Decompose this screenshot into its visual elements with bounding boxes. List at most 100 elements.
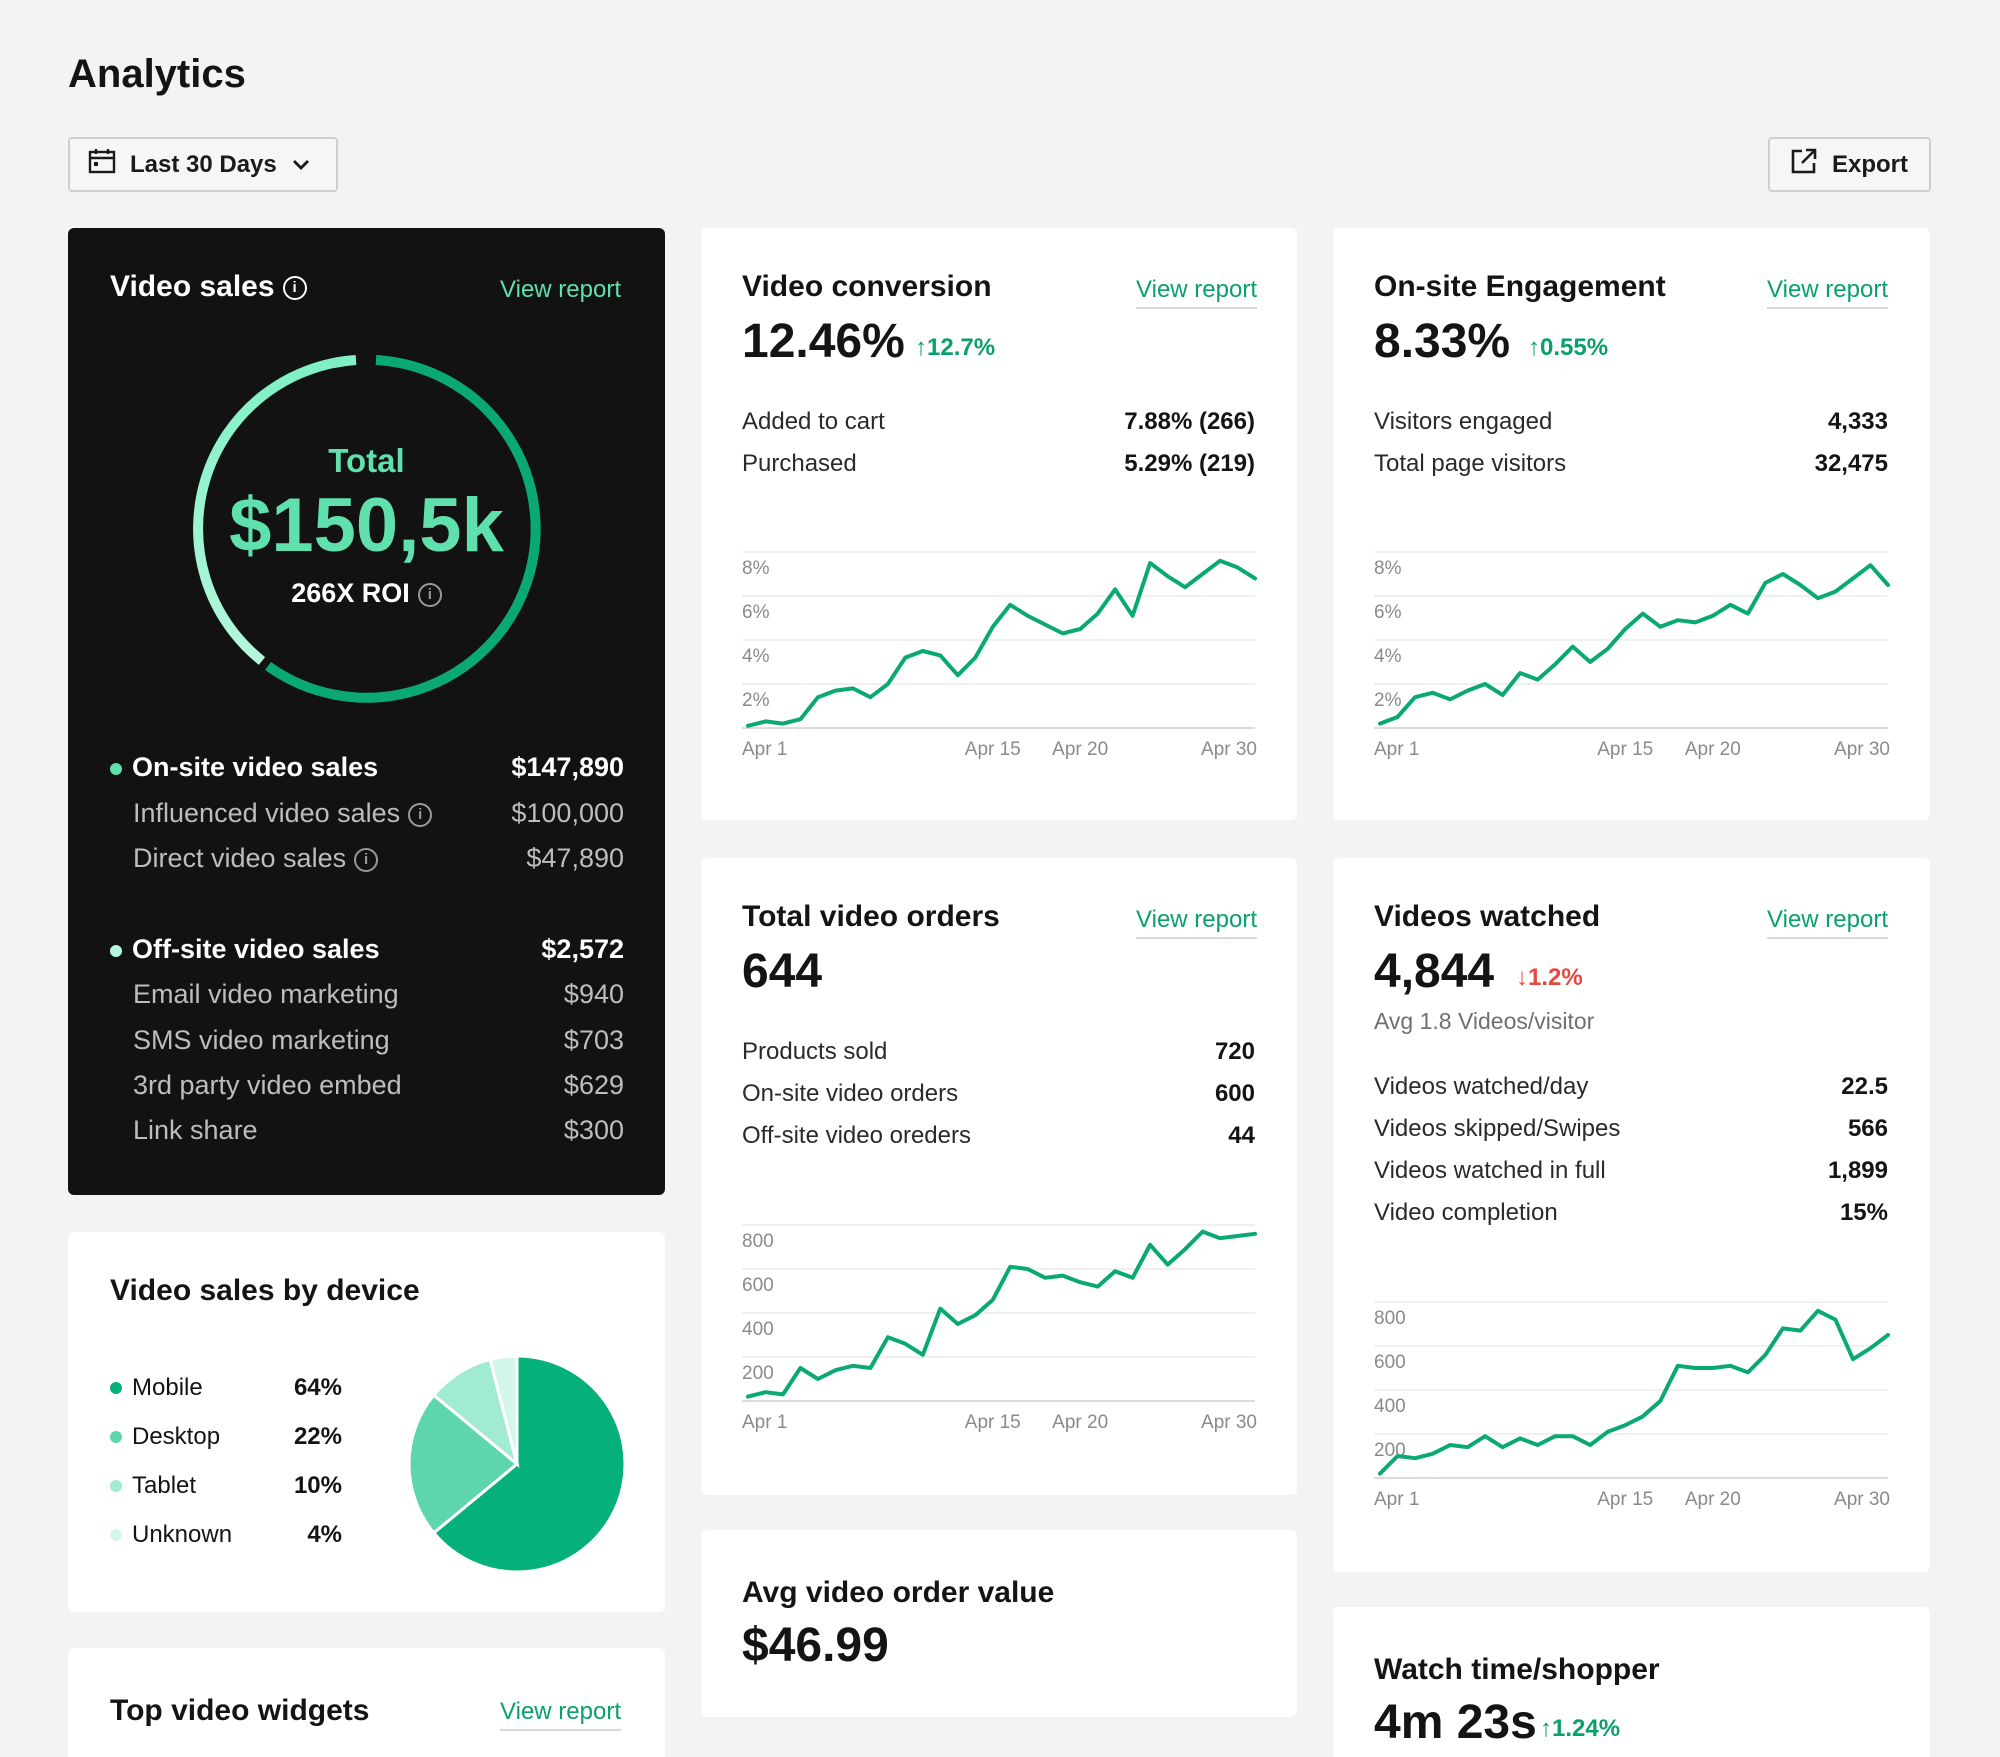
legend-dot — [110, 1382, 122, 1394]
device-title: Video sales by device — [110, 1274, 420, 1307]
x-tick-label: Apr 15 — [965, 1412, 1021, 1433]
offsite-orders-row: Off-site video oreders 44 — [742, 1122, 1255, 1149]
x-tick-label: Apr 1 — [742, 1412, 787, 1433]
engagement-delta: ↑0.55% — [1528, 334, 1609, 361]
date-range-dropdown[interactable]: Last 30 Days — [68, 137, 338, 192]
avg-order-card: Avg video order value $46.99 — [701, 1530, 1297, 1717]
watched-per-day-row: Videos watched/day 22.5 — [1374, 1073, 1888, 1100]
top-widgets-title: Top video widgets — [110, 1694, 370, 1727]
avg-order-value: $46.99 — [742, 1619, 889, 1672]
email-sales-row: Email video marketing $940 — [133, 979, 624, 1009]
roi-value: 266X ROI i — [68, 578, 665, 609]
legend-tablet: Tablet 10% — [110, 1472, 342, 1500]
purchased-row: Purchased 5.29% (219) — [742, 450, 1255, 477]
x-tick-label: Apr 30 — [1201, 1412, 1257, 1433]
y-tick-label: 2% — [1374, 690, 1402, 711]
arrow-up-icon: ↑ — [1528, 334, 1540, 361]
total-sales-value: $150,5k — [229, 483, 504, 568]
y-tick-label: 800 — [742, 1231, 774, 1252]
y-tick-label: 4% — [1374, 646, 1402, 667]
y-tick-label: 600 — [1374, 1352, 1406, 1373]
info-icon[interactable]: i — [417, 582, 442, 607]
y-tick-label: 200 — [742, 1363, 774, 1384]
link-share-row: Link share $300 — [133, 1115, 624, 1145]
engagement-title: On-site Engagement — [1374, 270, 1666, 303]
watched-delta: ↓1.2% — [1516, 964, 1583, 991]
x-tick-label: Apr 20 — [1685, 1489, 1741, 1510]
arrow-down-icon: ↓ — [1516, 964, 1528, 991]
export-button[interactable]: Export — [1768, 137, 1931, 192]
device-pie-chart — [407, 1354, 627, 1574]
series-line — [1378, 1308, 1890, 1476]
onsite-dot — [110, 762, 122, 775]
ring-label: Total — [328, 442, 405, 479]
visitors-engaged-row: Visitors engaged 4,333 — [1374, 408, 1888, 435]
external-link-icon — [1790, 147, 1818, 182]
x-tick-label: Apr 1 — [1374, 1489, 1419, 1510]
x-tick-label: Apr 15 — [1597, 739, 1653, 760]
y-tick-label: 8% — [742, 558, 770, 579]
series-line — [1378, 563, 1890, 726]
info-icon[interactable]: i — [282, 276, 307, 301]
sms-sales-row: SMS video marketing $703 — [133, 1025, 624, 1055]
watched-view-report[interactable]: View report — [1767, 906, 1888, 939]
pie-slice-unknown — [488, 1354, 519, 1465]
offsite-dot — [110, 944, 122, 957]
engagement-view-report[interactable]: View report — [1767, 276, 1888, 309]
y-tick-label: 8% — [1374, 558, 1402, 579]
watch-time-card: Watch time/shopper 4m 23s ↑1.24% — [1333, 1607, 1930, 1757]
offsite-sales-row: Off-site video sales $2,572 — [110, 934, 624, 965]
x-tick-label: Apr 30 — [1834, 739, 1890, 760]
x-tick-label: Apr 15 — [1597, 1489, 1653, 1510]
date-range-label: Last 30 Days — [130, 150, 277, 178]
conversion-title: Video conversion — [742, 270, 992, 303]
y-tick-label: 2% — [742, 690, 770, 711]
y-tick-label: 400 — [742, 1319, 774, 1340]
legend-desktop: Desktop 22% — [110, 1423, 342, 1451]
x-tick-label: Apr 20 — [1685, 739, 1741, 760]
conversion-line-chart: 2% 4% 6% 8% Apr 1 Apr 15 Apr 20 Apr 30 — [742, 551, 1257, 760]
watched-card: Videos watched View report 4,844 ↓1.2% A… — [1333, 858, 1930, 1572]
legend-unknown: Unknown 4% — [110, 1521, 342, 1549]
engagement-line-chart: 2% 4% 6% 8% Apr 1 Apr 15 Apr 20 Apr 30 — [1374, 551, 1890, 760]
influenced-sales-row: Influenced video sales i $100,000 — [133, 798, 624, 828]
x-tick-label: Apr 30 — [1834, 1489, 1890, 1510]
x-tick-label: Apr 20 — [1052, 739, 1108, 760]
x-tick-label: Apr 1 — [742, 739, 787, 760]
x-tick-label: Apr 15 — [965, 739, 1021, 760]
arrow-up-icon: ↑ — [915, 334, 927, 361]
page-title: Analytics — [68, 52, 246, 96]
conversion-view-report[interactable]: View report — [1136, 276, 1257, 309]
watch-time-value: 4m 23s — [1374, 1696, 1537, 1749]
added-to-cart-row: Added to cart 7.88% (266) — [742, 408, 1255, 435]
y-tick-label: 800 — [1374, 1308, 1406, 1329]
orders-line-chart: 200 400 600 800 Apr 1 Apr 15 Apr 20 Apr 30 — [742, 1224, 1257, 1433]
completion-row: Video completion 15% — [1374, 1199, 1888, 1226]
y-tick-label: 6% — [742, 602, 770, 623]
series-line — [746, 558, 1257, 728]
legend-dot — [110, 1529, 122, 1541]
video-sales-card: Video sales i View report Total $150,5k 2… — [68, 228, 665, 1195]
total-sales-ring — [193, 355, 541, 703]
arrow-up-icon: ↑ — [1540, 1715, 1552, 1742]
onsite-sales-row: On-site video sales $147,890 — [110, 752, 624, 783]
skipped-row: Videos skipped/Swipes 566 — [1374, 1115, 1888, 1142]
y-tick-label: 600 — [742, 1275, 774, 1296]
info-icon[interactable]: i — [408, 802, 433, 827]
info-icon[interactable]: i — [354, 847, 379, 872]
calendar-icon — [88, 148, 116, 181]
top-widgets-view-report[interactable]: View report — [500, 1698, 621, 1731]
x-tick-label: Apr 20 — [1052, 1412, 1108, 1433]
chevron-down-icon — [291, 151, 311, 179]
watched-value: 4,844 — [1374, 945, 1495, 998]
pie-slice-desktop — [407, 1393, 520, 1535]
legend-dot — [110, 1480, 122, 1492]
orders-view-report[interactable]: View report — [1136, 906, 1257, 939]
watch-time-title: Watch time/shopper — [1374, 1653, 1660, 1686]
watched-title: Videos watched — [1374, 900, 1601, 933]
legend-dot — [110, 1431, 122, 1443]
video-sales-view-report[interactable]: View report — [500, 276, 621, 303]
conversion-card: Video conversion View report 12.46% ↑12.… — [701, 228, 1297, 820]
top-widgets-card: Top video widgets View report — [68, 1648, 665, 1757]
